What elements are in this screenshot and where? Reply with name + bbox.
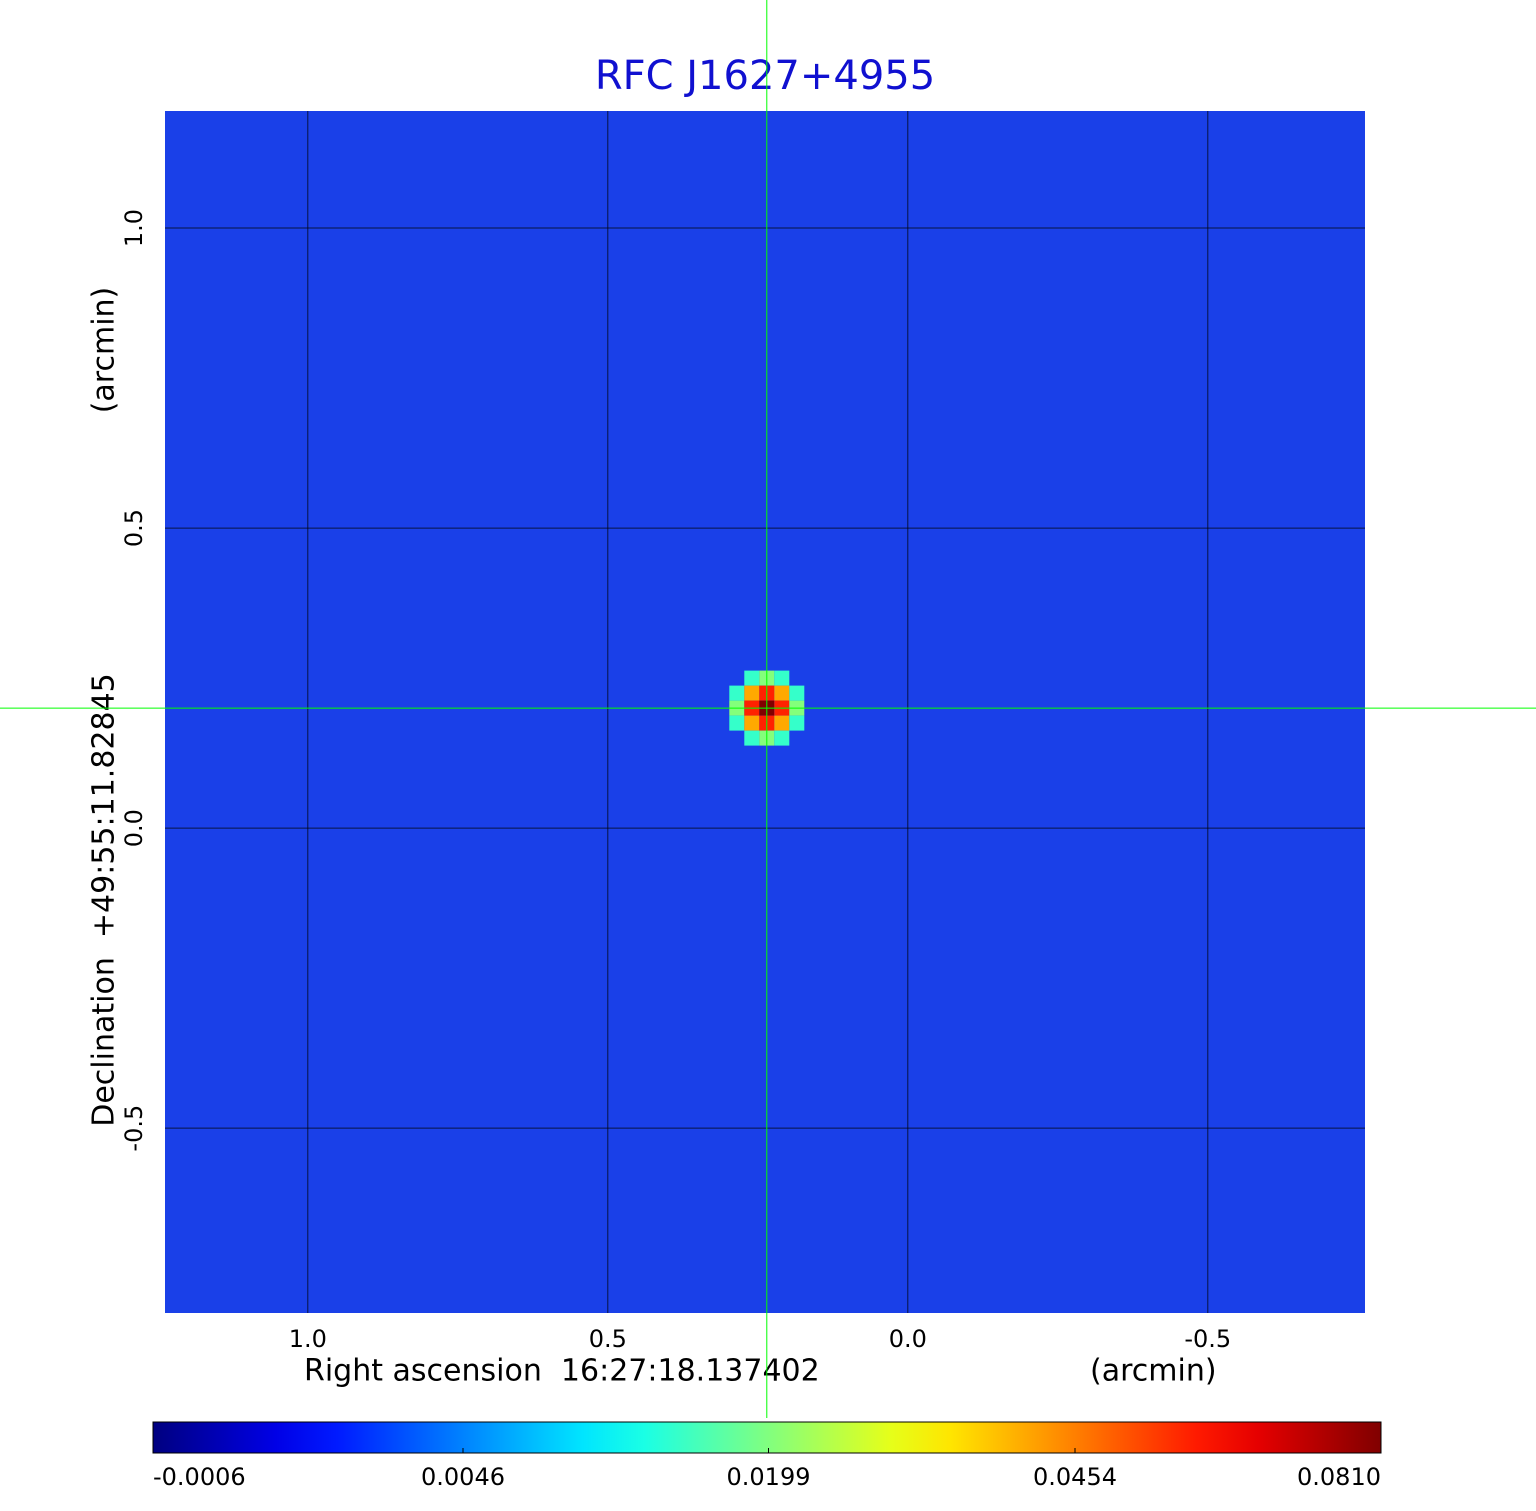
- y-tick-label: -0.5: [120, 1105, 148, 1152]
- source-pixel: [744, 715, 760, 731]
- chart-title: RFC J1627+4955: [595, 53, 935, 99]
- source-pixel: [744, 670, 760, 686]
- source-pixel: [744, 730, 760, 746]
- source-pixel: [774, 730, 790, 746]
- colorbar-tick-label: 0.0199: [727, 1463, 811, 1491]
- y-tick-label: 1.0: [120, 209, 148, 247]
- x-axis-label: Right ascension 16:27:18.137402: [304, 1354, 820, 1389]
- y-tick-label: 0.0: [120, 809, 148, 847]
- colorbar-tick-label: 0.0046: [421, 1463, 505, 1491]
- source-pixel: [774, 670, 790, 686]
- source-pixel: [774, 715, 790, 731]
- x-axis-unit: (arcmin): [1090, 1354, 1217, 1389]
- source-pixel: [729, 715, 745, 731]
- x-tick-label: 1.0: [289, 1325, 327, 1353]
- y-tick-label: 0.5: [120, 509, 148, 547]
- source-pixel: [789, 715, 805, 731]
- source: [729, 670, 805, 746]
- x-tick-label: 0.5: [589, 1325, 627, 1353]
- colorbar-tick-label: -0.0006: [153, 1463, 246, 1491]
- colorbar-tick-label: 0.0810: [1297, 1463, 1381, 1491]
- y-axis-unit: (arcmin): [87, 287, 122, 414]
- source-pixel: [789, 685, 805, 701]
- colorbar-tick-label: 0.0454: [1033, 1463, 1117, 1491]
- y-axis-label: Declination +49:55:11.82845: [87, 673, 122, 1127]
- x-tick-label: -0.5: [1184, 1325, 1231, 1353]
- source-pixel: [729, 685, 745, 701]
- colorbar: [152, 1421, 1382, 1454]
- source-pixel: [744, 685, 760, 701]
- x-tick-label: 0.0: [889, 1325, 927, 1353]
- source-pixel: [774, 685, 790, 701]
